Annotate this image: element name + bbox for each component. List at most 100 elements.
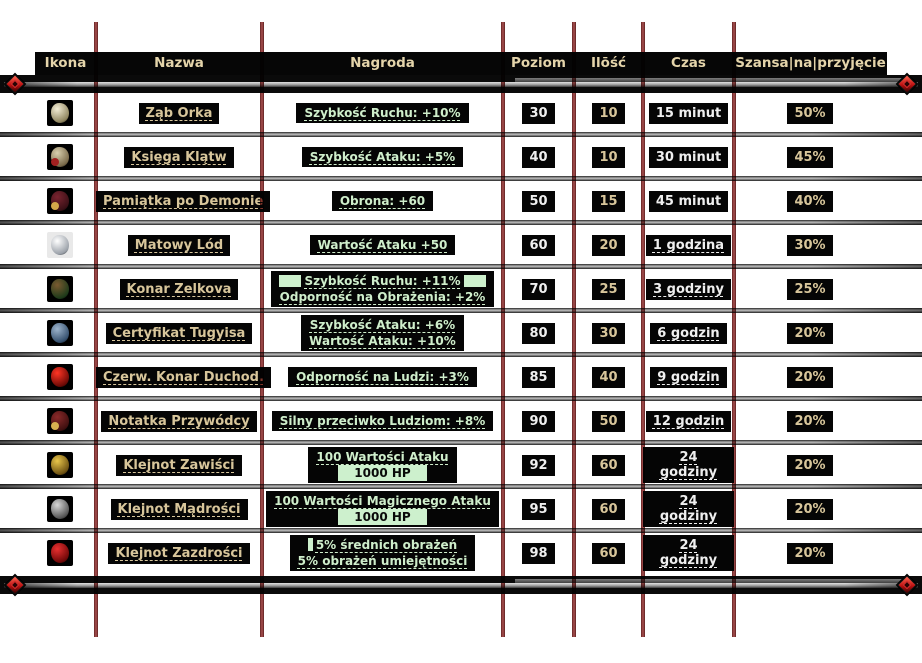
time-value[interactable]: 24 godziny [643, 446, 734, 483]
table-body: Ząb Orka Szybkość Ruchu: +10% 30 10 15 m… [0, 93, 922, 572]
reward-link[interactable]: Szybkość Ruchu: +11% [304, 273, 461, 288]
item-name-link[interactable]: Pamiątka po Demonie [103, 193, 264, 209]
level-value: 80 [522, 322, 555, 344]
level-value: 70 [522, 278, 555, 300]
wisdom-gem-icon[interactable] [47, 495, 73, 522]
ornament-rail [4, 583, 918, 588]
reward-highlight: 1000 HP [338, 464, 427, 481]
reward-link[interactable]: 100 Wartości Magicznego Ataku [274, 493, 491, 508]
chance-value: 20% [787, 410, 833, 432]
item-name-link[interactable]: Ząb Orka [145, 105, 213, 121]
item-name-link[interactable]: Klejnot Zazdrości [115, 545, 243, 561]
jealousy-gem-icon[interactable] [47, 539, 73, 566]
level-value: 40 [522, 146, 555, 168]
orc-tooth-icon[interactable] [47, 99, 73, 126]
envy-gem-icon[interactable] [47, 451, 73, 478]
time-value[interactable]: 3 godziny [646, 278, 731, 300]
reward-link[interactable]: 5% obrażeń umiejętności [297, 553, 468, 568]
column-header-nagroda: Nagroda [350, 55, 415, 71]
ornament-step [514, 78, 902, 82]
time-value: 45 minut [648, 190, 729, 212]
reward-text: Obrona: +60 [331, 191, 434, 211]
row-separator [0, 396, 922, 401]
level-value: 30 [522, 102, 555, 124]
reward-link[interactable]: Szybkość Ruchu: +10% [304, 106, 461, 120]
level-value: 95 [522, 498, 555, 520]
reward-text: Szybkość Ruchu: +10% [296, 103, 469, 123]
chance-value: 20% [787, 322, 833, 344]
time-value[interactable]: 24 godziny [643, 534, 734, 571]
orc-tooth-icon-shape [51, 102, 69, 123]
highlight-bar [307, 538, 313, 551]
red-ghost-branch-icon-shape [51, 366, 69, 387]
item-name-link[interactable]: Certyfikat Tugyisa [112, 325, 246, 341]
leader-note-icon[interactable] [47, 407, 73, 434]
chance-value: 25% [787, 278, 833, 300]
chance-value: 45% [787, 146, 833, 168]
time-value[interactable]: 1 godzina [645, 234, 732, 256]
zelkova-branch-icon[interactable] [47, 275, 73, 302]
red-ghost-branch-icon[interactable] [47, 363, 73, 390]
quantity-value: 60 [592, 454, 625, 476]
item-name-link[interactable]: Matowy Lód [134, 237, 224, 253]
reward-link[interactable]: 100 Wartości Ataku [316, 449, 449, 464]
time-value[interactable]: 6 godzin [650, 322, 727, 344]
table-row: Pamiątka po Demonie Obrona: +60 50 15 45… [0, 181, 922, 220]
quantity-value: 60 [592, 498, 625, 520]
reward-link[interactable]: Wartość Ataku +50 [317, 238, 448, 252]
reward-text: Silny przeciwko Ludziom: +8% [271, 411, 494, 431]
reward-link[interactable]: Odporność na Ludzi: +3% [296, 370, 469, 384]
reward-text: Wartość Ataku +50 [309, 235, 456, 255]
tugyi-certificate-icon[interactable] [47, 319, 73, 346]
chance-value: 20% [787, 454, 833, 476]
time-value[interactable]: 9 godzin [650, 366, 727, 388]
reward-link[interactable]: 5% średnich obrażeń [315, 537, 458, 552]
reward-link[interactable]: Obrona: +60 [339, 194, 426, 208]
matte-ice-icon[interactable] [47, 231, 73, 258]
chance-value: 20% [787, 542, 833, 564]
table-row: Księga Klątw Szybkość Ataku: +5% 40 10 3… [0, 137, 922, 176]
time-value[interactable]: 24 godziny [643, 490, 734, 527]
quantity-value: 10 [592, 102, 625, 124]
level-value: 85 [522, 366, 555, 388]
time-value[interactable]: 12 godzin [645, 410, 732, 432]
row-separator [0, 484, 922, 489]
tugyi-certificate-icon-shape [51, 322, 69, 343]
table-header: Ikona Nazwa Nagroda Poziom Ilōść Czas Sz… [35, 52, 887, 75]
reward-link[interactable]: Odporność na Obrażenia: +2% [279, 289, 486, 304]
item-name-link[interactable]: Czerw. Konar Duchod. [103, 369, 264, 385]
item-name-link[interactable]: Księga Klątw [131, 149, 227, 165]
row-separator [0, 352, 922, 357]
demon-keepsake-icon[interactable] [47, 187, 73, 214]
reward-text: Odporność na Ludzi: +3% [288, 367, 477, 387]
ornament-step [514, 579, 902, 583]
table-row: Konar Zelkova Szybkość Ruchu: +11% Odporn… [0, 269, 922, 308]
reward-link[interactable]: Wartość Ataku: +10% [309, 333, 456, 348]
top-ornament-bar [0, 74, 922, 94]
table-row: Czerw. Konar Duchod. Odporność na Ludzi:… [0, 357, 922, 396]
table-row: Ząb Orka Szybkość Ruchu: +10% 30 10 15 m… [0, 93, 922, 132]
item-name-link[interactable]: Konar Zelkova [126, 281, 232, 297]
bottom-ornament-bar [0, 575, 922, 595]
level-value: 90 [522, 410, 555, 432]
curse-book-icon[interactable] [47, 143, 73, 170]
item-name-link[interactable]: Klejnot Zawiści [123, 457, 235, 473]
row-separator [0, 528, 922, 533]
level-value: 60 [522, 234, 555, 256]
highlight-block [279, 274, 302, 287]
item-name-link[interactable]: Klejnot Mądrości [117, 501, 241, 517]
reward-link[interactable]: Szybkość Ataku: +5% [309, 150, 456, 164]
table-row: Klejnot Mądrości 100 Wartości Magicznego… [0, 489, 922, 528]
reward-text: Szybkość Ataku: +6% Wartość Ataku: +10% [301, 314, 464, 351]
quantity-value: 15 [592, 190, 625, 212]
red-diamond-icon [5, 575, 25, 595]
highlight-block [463, 274, 486, 287]
reward-highlight: 1000 HP [338, 508, 427, 525]
item-name-link[interactable]: Notatka Przywódcy [108, 413, 250, 429]
table-row: Matowy Lód Wartość Ataku +50 60 20 1 god… [0, 225, 922, 264]
reward-link[interactable]: Szybkość Ataku: +6% [309, 317, 456, 332]
reward-text: 100 Wartości Ataku 1000 HP [308, 446, 457, 483]
chance-value: 20% [787, 366, 833, 388]
reward-link[interactable]: Silny przeciwko Ludziom: +8% [279, 414, 486, 428]
